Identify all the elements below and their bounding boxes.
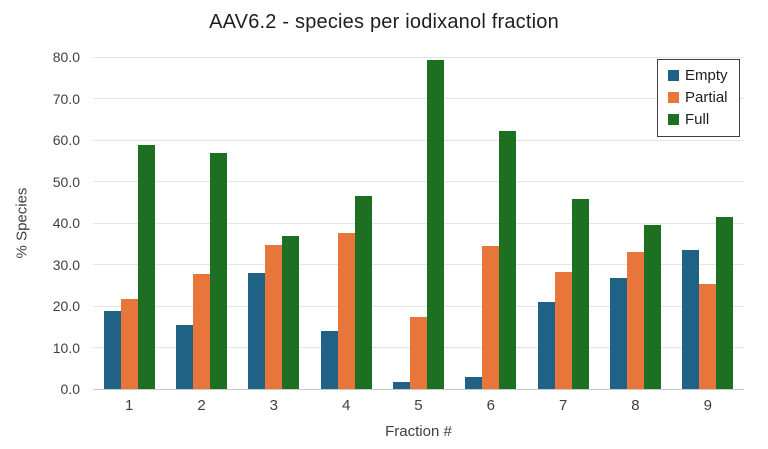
legend-swatch-empty [668,70,679,81]
gridline-30.0 [93,264,744,265]
legend-label-empty: Empty [685,67,728,84]
legend-swatch-partial [668,92,679,103]
legend-item-partial: Partial [668,89,728,106]
bar-full-fraction-8 [643,224,661,389]
bar-full-fraction-9 [716,217,734,389]
bar-partial-fraction-1 [120,299,138,389]
x-tick-label: 4 [341,397,351,414]
bar-partial-fraction-5 [409,316,427,389]
y-tick-label: 0.0 [60,381,80,397]
legend-item-empty: Empty [668,67,728,84]
bar-empty-fraction-3 [248,273,266,389]
y-tick-labels: 0.0 10.0 20.0 30.0 40.0 50.0 60.0 70.0 80.0 [0,49,80,397]
y-tick-label: 80.0 [52,49,80,65]
bar-empty-fraction-4 [320,331,338,389]
bar-empty-fraction-9 [682,249,700,389]
legend-label-full: Full [685,111,710,128]
x-tick-label: 2 [197,397,206,414]
bar-full-fraction-2 [209,152,227,389]
chart-title: AAV6.2 - species per iodixanol fraction [209,11,559,33]
y-tick-label: 40.0 [52,215,80,231]
bar-partial-fraction-6 [482,245,500,389]
bar-full-fraction-7 [571,198,589,389]
x-tick-label: 8 [631,397,640,414]
y-tick-label: 60.0 [52,132,80,148]
bar-group-fraction-7 [527,57,599,389]
bar-partial-fraction-3 [265,245,283,389]
bar-group-fraction-6 [455,57,527,389]
bar-full-fraction-4 [354,195,372,389]
x-tick-label: 3 [269,397,278,414]
bar-partial-fraction-7 [554,272,572,389]
x-tick-label: 9 [703,397,712,414]
bar-group-fraction-1 [93,57,165,389]
bar-groups [93,57,744,389]
gridline-50.0 [93,181,744,182]
legend: Empty Partial Full [657,59,740,137]
bar-group-fraction-4 [310,57,382,389]
bar-group-fraction-2 [165,57,237,389]
x-tick-labels: 1 2 3 4 5 6 7 8 9 [93,397,744,414]
plot-area [93,56,744,390]
legend-swatch-full [668,114,679,125]
bar-full-fraction-1 [137,145,155,389]
bar-partial-fraction-2 [192,274,210,389]
gridline-0.0 [93,388,744,390]
bar-full-fraction-6 [499,130,517,389]
bar-full-fraction-5 [426,59,444,389]
y-tick-label: 70.0 [52,90,80,107]
y-tick-label: 50.0 [52,173,80,190]
x-tick-label: 5 [414,397,423,414]
bar-group-fraction-8 [599,57,671,389]
bar-empty-fraction-8 [609,278,627,389]
gridline-40.0 [93,222,744,224]
bar-empty-fraction-6 [465,376,483,389]
bar-group-fraction-9 [672,57,744,389]
legend-item-full: Full [668,111,728,128]
gridline-60.0 [93,139,744,141]
bar-partial-fraction-8 [626,252,644,389]
bar-empty-fraction-5 [392,381,410,389]
bar-partial-fraction-9 [699,284,717,389]
gridline-80.0 [93,56,744,58]
bar-group-fraction-3 [238,57,310,389]
bar-empty-fraction-7 [537,302,555,389]
y-tick-label: 20.0 [52,298,80,314]
y-tick-label: 30.0 [52,256,80,273]
x-tick-label: 7 [558,397,568,414]
legend-label-partial: Partial [685,89,728,106]
bar-full-fraction-3 [282,236,300,389]
bar-partial-fraction-4 [337,232,355,389]
x-tick-label: 1 [124,397,134,414]
x-tick-label: 6 [486,397,495,414]
bar-empty-fraction-2 [175,324,193,389]
x-axis-title: Fraction # [385,423,452,440]
gridline-20.0 [93,305,744,307]
bar-group-fraction-5 [382,57,454,389]
y-tick-label: 10.0 [52,339,80,356]
bar-empty-fraction-1 [103,310,121,389]
gridline-70.0 [93,98,744,99]
